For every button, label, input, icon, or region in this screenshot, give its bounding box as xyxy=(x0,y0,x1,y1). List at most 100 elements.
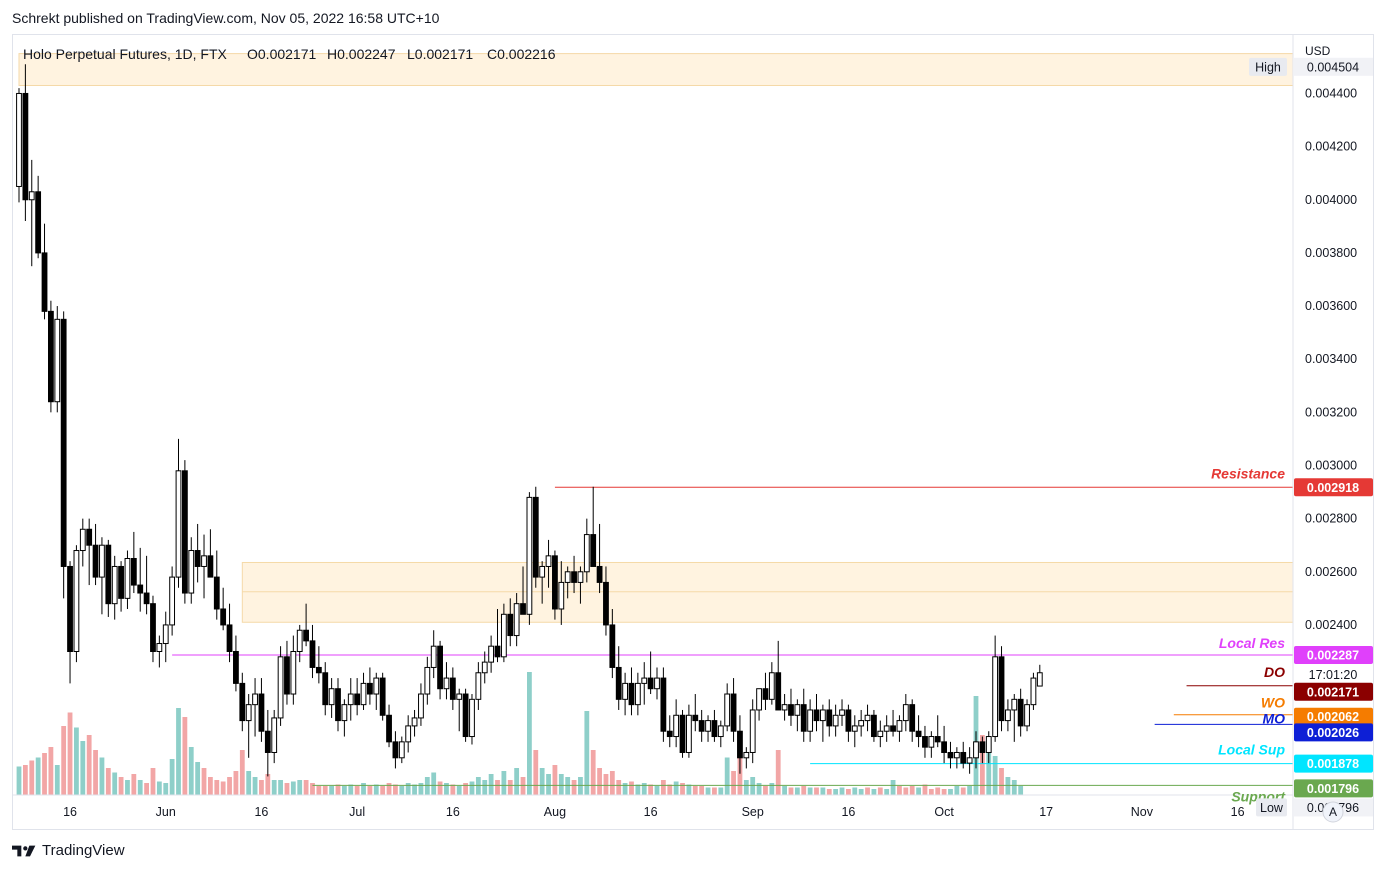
candle-body xyxy=(1017,698,1024,727)
volume-bar xyxy=(788,787,794,795)
candle-body xyxy=(781,704,788,711)
chart-container[interactable]: 0.004400 0.004200 0.004000 0.003800 0.003600… xyxy=(12,34,1374,830)
candle xyxy=(794,699,801,732)
candle-body xyxy=(583,534,590,573)
candle xyxy=(730,678,737,742)
volume-bar xyxy=(846,789,851,795)
candle-body xyxy=(367,682,373,695)
candle xyxy=(245,694,252,758)
volume-bar xyxy=(724,757,730,795)
candle-body xyxy=(16,92,22,187)
candle-body xyxy=(749,709,756,753)
brand[interactable]: TradingView xyxy=(12,842,125,859)
candle xyxy=(418,683,424,726)
candle-body xyxy=(111,565,118,605)
high-value: 0.004504 xyxy=(1307,60,1359,74)
volume-bar xyxy=(431,772,437,795)
candle xyxy=(220,587,227,631)
candle-body xyxy=(22,92,29,201)
candle-body xyxy=(966,757,973,764)
candle xyxy=(347,678,354,721)
candle-body xyxy=(462,693,469,738)
level-name-local-res: Local Res xyxy=(1219,635,1285,651)
volume-bar xyxy=(565,777,571,795)
candle-body xyxy=(386,714,392,743)
candle-body xyxy=(360,682,367,706)
candle-body xyxy=(507,613,514,637)
volume-bar xyxy=(16,766,22,795)
volume-bar xyxy=(29,760,35,795)
candle xyxy=(520,566,526,615)
candle xyxy=(577,566,584,604)
candle-body xyxy=(328,688,335,706)
x-tick-label: 16 xyxy=(1231,805,1245,819)
candle-body xyxy=(883,725,890,732)
y-tick-label: 0.004400 xyxy=(1305,86,1357,100)
volume-bar xyxy=(290,781,296,795)
candle xyxy=(16,88,22,203)
candle xyxy=(277,646,284,726)
volume-bar xyxy=(380,786,386,795)
volume-bar xyxy=(673,781,679,795)
candle xyxy=(781,694,788,721)
candle xyxy=(998,646,1005,732)
candle xyxy=(826,699,833,737)
candle xyxy=(424,656,431,705)
candle-body xyxy=(730,693,737,732)
volume-bar xyxy=(839,787,845,795)
candle-body xyxy=(354,693,361,706)
candle-body xyxy=(60,318,67,567)
candle xyxy=(79,518,86,567)
volume-bar xyxy=(112,772,118,795)
candle-body xyxy=(558,581,565,610)
candle xyxy=(322,662,329,716)
candle xyxy=(379,672,386,721)
volume-bar xyxy=(310,783,315,795)
price-label-do-value: 0.002171 xyxy=(1307,685,1359,699)
candle-body xyxy=(322,672,329,706)
y-tick-label: 0.003600 xyxy=(1305,299,1357,313)
candle-body xyxy=(985,736,992,753)
volume-bar xyxy=(999,768,1004,795)
volume-bar xyxy=(922,784,928,795)
candle xyxy=(915,715,922,748)
volume-bar xyxy=(858,789,864,795)
scale-mode-button[interactable]: A xyxy=(1322,801,1344,823)
candle xyxy=(41,223,48,320)
volume-bar xyxy=(826,789,832,795)
time-axis: 16 Jun 16 Jul 16 Aug 16 Sep 16 Oct 17 Nov 16 xyxy=(63,805,1244,819)
candle xyxy=(475,662,482,710)
volume-bar xyxy=(475,777,481,795)
volume-bar xyxy=(54,765,60,795)
time-readout: 17:01:20 xyxy=(1309,668,1358,682)
candle-body xyxy=(469,698,475,738)
candle xyxy=(692,694,699,732)
candle xyxy=(92,523,99,586)
candle-body xyxy=(520,603,526,615)
candle xyxy=(360,672,367,710)
volume-bar xyxy=(807,787,813,795)
candle-body xyxy=(481,661,488,674)
candle xyxy=(367,667,373,705)
candle xyxy=(609,608,616,679)
candle xyxy=(373,672,380,710)
volume-bar xyxy=(692,786,698,795)
volume-bar xyxy=(42,753,47,795)
candle-body xyxy=(839,709,845,716)
brand-name: TradingView xyxy=(42,842,125,859)
candle-body xyxy=(67,565,73,653)
candle-body xyxy=(788,704,794,716)
volume-bar xyxy=(897,786,902,795)
candle-body xyxy=(494,645,501,658)
candle xyxy=(660,667,667,742)
volume-bar xyxy=(941,789,947,795)
candle xyxy=(832,704,839,737)
candlestick-chart[interactable]: 0.004400 0.004200 0.004000 0.003800 0.003600… xyxy=(13,35,1373,829)
price-label-local-res-value: 0.002287 xyxy=(1307,648,1359,662)
price-label-local-res-bg xyxy=(1294,645,1373,664)
publisher-line: Schrekt published on TradingView.com, No… xyxy=(12,10,440,26)
candle xyxy=(583,518,590,583)
volume-bar xyxy=(163,783,169,795)
volume-bar xyxy=(660,780,666,795)
candle xyxy=(73,545,80,663)
